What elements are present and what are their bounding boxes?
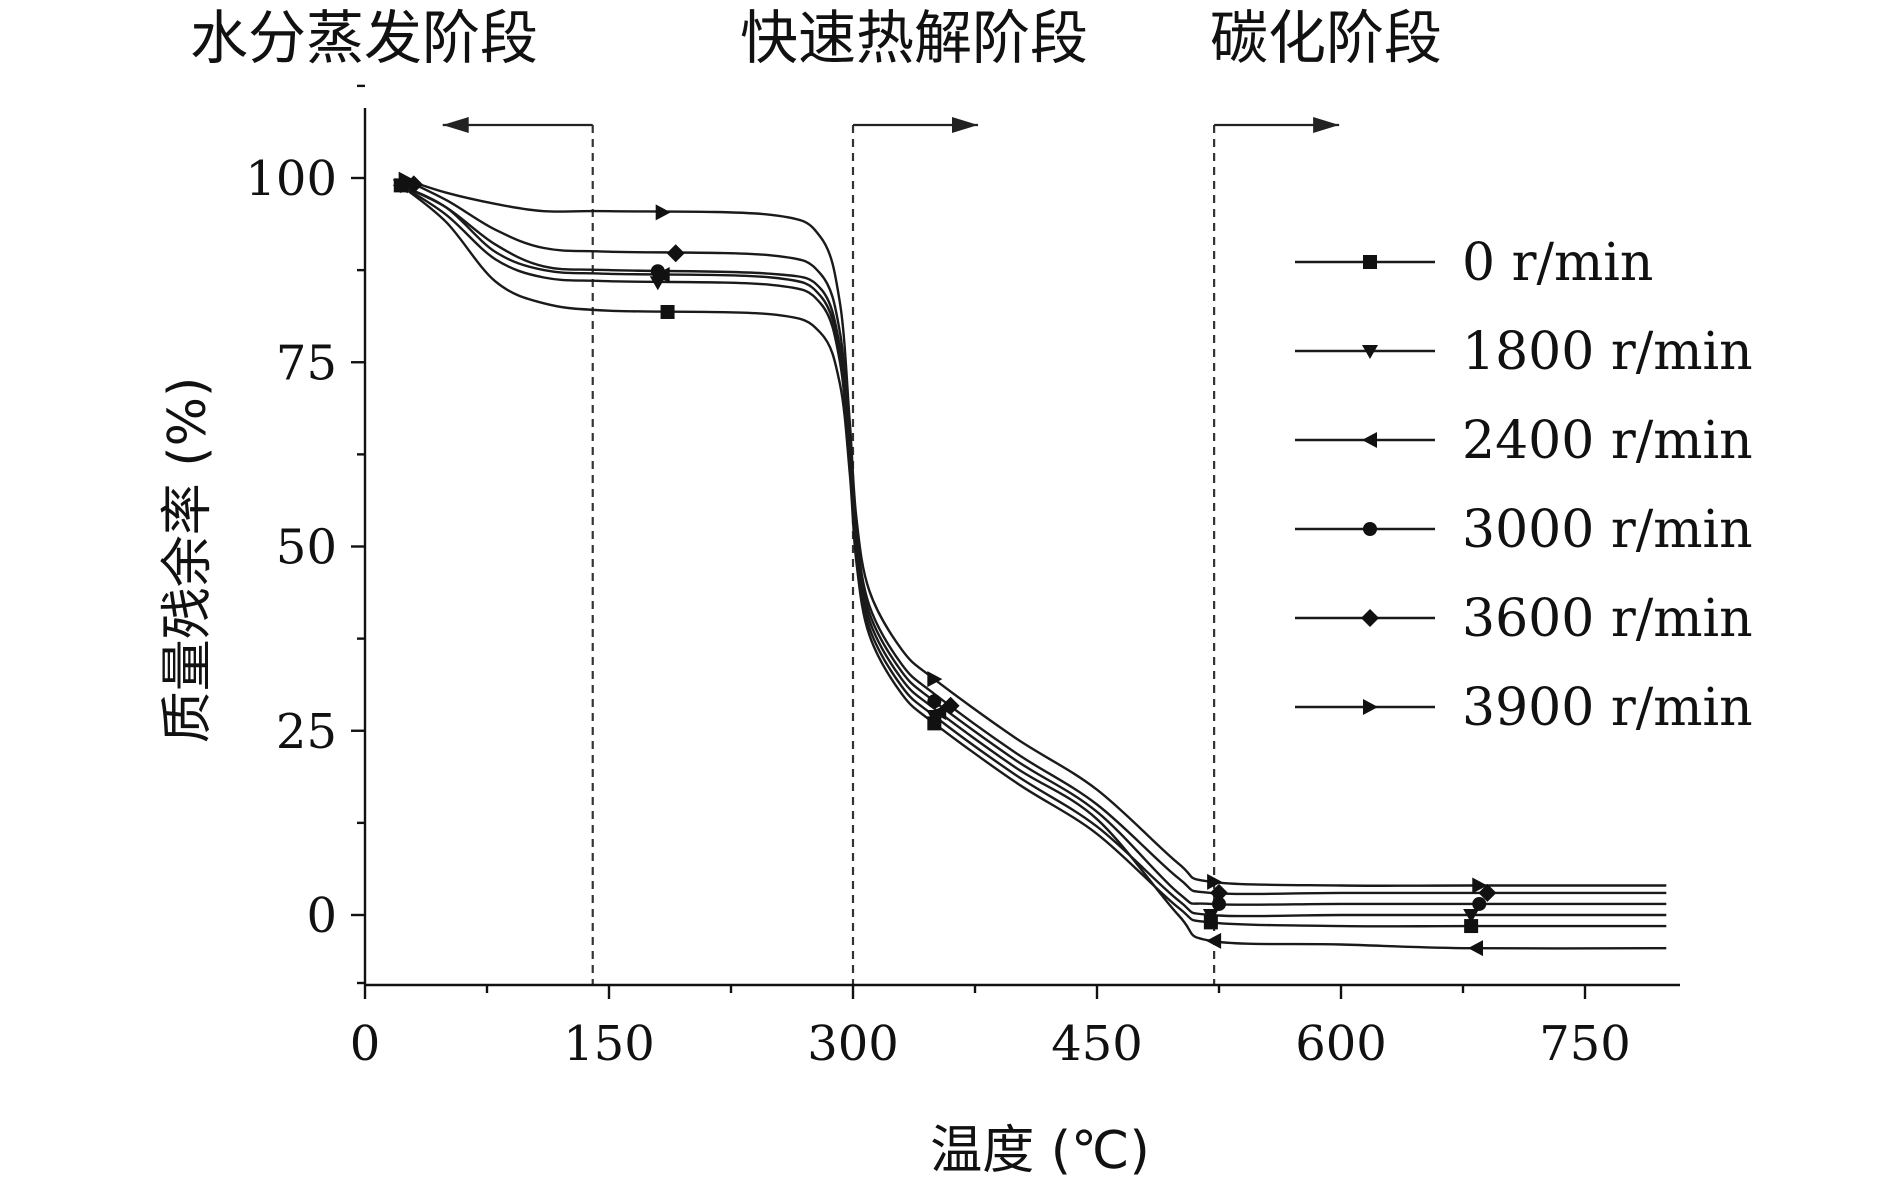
series-marker — [660, 304, 675, 319]
series-markers — [392, 171, 1497, 957]
axis-ticks: 0 150 300 450 600 750 0 25 50 75 100 — [245, 84, 1631, 1072]
series-line — [400, 184, 1667, 906]
series-line — [400, 176, 1667, 887]
series-marker — [1202, 909, 1219, 923]
series-marker — [1478, 883, 1497, 902]
y-tick-label: 100 — [245, 151, 337, 207]
series-marker — [666, 244, 685, 263]
stage-label-carbonization: 碳化阶段 — [1210, 4, 1442, 72]
stage-arrowhead — [1313, 117, 1340, 133]
series-marker — [655, 204, 671, 221]
series-marker — [1472, 877, 1488, 894]
series-marker — [941, 696, 960, 715]
y-tick-label: 75 — [276, 335, 337, 391]
legend-label: 0 r/min — [1462, 233, 1653, 293]
legend: 0 r/min 1800 r/min 2400 r/min 3000 r/min 360… — [1295, 233, 1753, 738]
y-tick-label: 50 — [276, 520, 337, 576]
series-marker — [650, 264, 665, 279]
series-lines — [400, 176, 1667, 950]
series-marker — [1472, 896, 1487, 911]
legend-label: 3600 r/min — [1462, 589, 1753, 649]
series-marker — [649, 276, 666, 291]
x-tick-label: 600 — [1295, 1016, 1387, 1072]
legend-marker — [1362, 345, 1378, 359]
series-line — [400, 184, 1667, 950]
y-tick-label: 25 — [276, 704, 337, 760]
legend-label: 3000 r/min — [1462, 500, 1753, 560]
series-marker — [1207, 873, 1223, 890]
legend-label: 2400 r/min — [1462, 411, 1753, 471]
legend-marker — [1363, 255, 1377, 269]
series-marker — [1206, 932, 1222, 949]
legend-marker — [1361, 609, 1379, 627]
x-tick-label: 750 — [1539, 1016, 1631, 1072]
stage-arrowhead — [442, 117, 469, 133]
legend-label: 1800 r/min — [1462, 322, 1753, 382]
series-line — [400, 176, 1667, 896]
stage-labels: 水分蒸发阶段 快速热解阶段 碳化阶段 — [190, 4, 1442, 72]
series-marker — [1468, 940, 1484, 957]
series-marker — [927, 694, 942, 709]
x-tick-label: 0 — [350, 1016, 381, 1072]
series-marker — [927, 671, 943, 688]
series-line — [400, 184, 1667, 928]
legend-label: 3900 r/min — [1462, 678, 1753, 738]
series-marker — [931, 704, 947, 721]
stage-arrowhead — [952, 117, 978, 133]
legend-marker — [1363, 522, 1377, 536]
series-line — [400, 184, 1667, 918]
series-marker — [1212, 896, 1226, 911]
series-marker — [1463, 909, 1480, 923]
y-axis-title: 质量残余率 (%) — [158, 377, 218, 744]
x-tick-label: 150 — [563, 1016, 655, 1072]
stage-label-water: 水分蒸发阶段 — [190, 4, 538, 72]
x-tick-label: 450 — [1051, 1016, 1143, 1072]
legend-marker — [1362, 432, 1377, 448]
stage-dividers — [442, 117, 1340, 985]
x-tick-label: 300 — [807, 1016, 899, 1072]
stage-label-pyrolysis: 快速热解阶段 — [740, 4, 1088, 72]
series-marker — [398, 171, 414, 188]
series-marker — [1464, 919, 1479, 934]
legend-marker — [1363, 699, 1378, 715]
series-marker — [1210, 883, 1228, 902]
y-tick-label: 0 — [306, 888, 337, 944]
x-axis-title: 温度 (℃) — [930, 1121, 1150, 1180]
